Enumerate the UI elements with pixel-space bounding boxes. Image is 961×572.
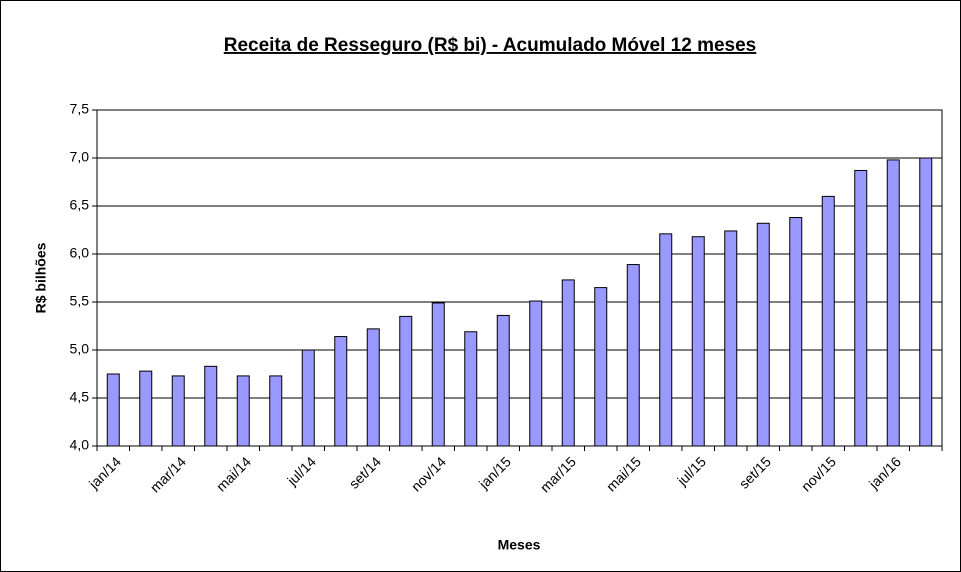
bar — [854, 169, 868, 447]
y-tick-label: 6,0 — [70, 245, 90, 261]
bar — [529, 300, 543, 447]
bar — [171, 375, 185, 447]
y-tick-label: 4,5 — [70, 389, 90, 405]
y-tick-label: 4,0 — [70, 437, 90, 453]
bar — [821, 195, 835, 447]
bar — [106, 373, 120, 447]
bar — [724, 230, 738, 447]
bar — [659, 233, 673, 447]
bar — [756, 222, 770, 447]
bar — [886, 159, 900, 447]
bar — [691, 236, 705, 447]
y-tick-label: 6,5 — [70, 197, 90, 213]
bar — [334, 336, 348, 447]
bar — [464, 331, 478, 447]
bar — [366, 328, 380, 447]
bar — [594, 287, 608, 447]
bar — [561, 279, 575, 447]
y-tick-label: 7,5 — [70, 101, 90, 117]
bar — [399, 315, 413, 447]
chart-title: Receita de Resseguro (R$ bi) - Acumulado… — [224, 35, 757, 56]
bar — [139, 370, 153, 447]
bar — [789, 217, 803, 447]
y-tick-label: 5,5 — [70, 293, 90, 309]
y-axis-title: R$ bilhões — [33, 242, 49, 313]
bar — [626, 264, 640, 447]
plot-area — [96, 109, 943, 447]
bar — [236, 375, 250, 447]
y-tick-label: 5,0 — [70, 341, 90, 357]
bar — [496, 314, 510, 447]
bar — [204, 365, 218, 447]
bar — [269, 375, 283, 447]
bar — [431, 302, 445, 447]
bar — [301, 349, 315, 447]
x-axis-title: Meses — [498, 537, 541, 553]
bar — [919, 157, 933, 447]
y-tick-label: 7,0 — [70, 149, 90, 165]
